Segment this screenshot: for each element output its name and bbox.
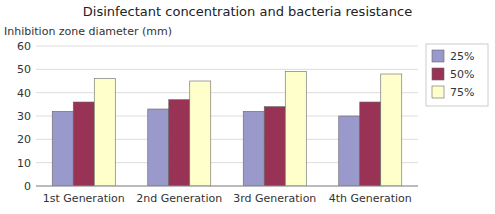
bar: [94, 79, 115, 186]
x-tick-label: 4th Generation: [329, 192, 412, 205]
bar: [169, 100, 190, 186]
grid-line: [36, 46, 418, 47]
bar: [381, 74, 402, 186]
chart: Disinfectant concentration and bacteria …: [0, 0, 495, 214]
legend-swatch: [432, 68, 444, 80]
y-axis-label: Inhibition zone diameter (mm): [4, 25, 172, 38]
x-axis: [36, 186, 418, 187]
y-tick-label: 10: [17, 157, 31, 170]
bar: [360, 102, 381, 186]
y-tick-label: 60: [17, 40, 31, 53]
y-tick-label: 20: [17, 133, 31, 146]
bar: [339, 116, 360, 186]
bar: [243, 111, 264, 186]
bar: [148, 109, 169, 186]
grid-line: [36, 69, 418, 70]
y-tick-label: 0: [24, 180, 31, 193]
grid-line: [36, 92, 418, 93]
legend-label: 50%: [450, 68, 474, 81]
legend: 25% 50% 75%: [426, 44, 488, 106]
grid-line: [36, 186, 418, 187]
legend-label: 75%: [450, 86, 474, 99]
x-tick-label: 2nd Generation: [136, 192, 222, 205]
legend-swatch: [432, 86, 444, 98]
title: Disinfectant concentration and bacteria …: [83, 4, 412, 19]
bar: [264, 107, 285, 186]
y-tick-label: 30: [17, 110, 31, 123]
bar: [52, 111, 73, 186]
bar: [285, 72, 306, 186]
y-tick-label: 50: [17, 63, 31, 76]
bar: [190, 81, 211, 186]
grid: [36, 46, 418, 186]
bar: [73, 102, 94, 186]
x-tick-label: 1st Generation: [43, 192, 125, 205]
x-tick-label: 3rd Generation: [233, 192, 316, 205]
legend-label: 25%: [450, 50, 474, 63]
y-tick-label: 40: [17, 87, 31, 100]
bars: [52, 72, 402, 186]
legend-swatch: [432, 50, 444, 62]
legend-frame: [426, 44, 488, 106]
